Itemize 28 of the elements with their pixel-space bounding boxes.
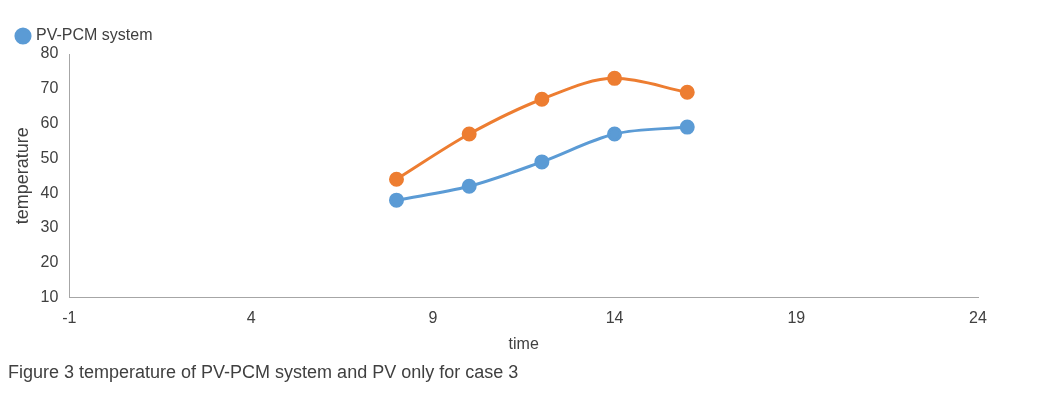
y-axis-title: temperature [11,127,32,225]
y-tick-label: 30 [40,218,59,236]
x-tick-label: 9 [428,308,438,326]
y-tick-label: 80 [40,44,59,62]
x-tick-label: 24 [969,308,987,326]
legend-label: PV-PCM system [36,26,153,44]
point [388,192,404,208]
point [461,178,477,194]
y-tick-label: 50 [40,148,59,166]
point [607,70,623,86]
x-tick-label: -1 [62,308,77,326]
x-tick-label: 14 [605,308,624,326]
x-tick-label: 4 [246,308,256,326]
caption: Figure 3 temperature of PV-PCM system and PV only for case 3 [8,362,520,383]
point [534,154,550,170]
x-tick-label: 19 [787,308,806,326]
point [461,126,477,142]
y-tick-label: 60 [40,114,59,132]
y-tick-label: 10 [40,288,59,306]
y-tick-label: 40 [40,183,59,201]
point [679,84,695,100]
y-tick-label: 20 [40,253,59,271]
point [607,126,623,142]
y-tick-label: 70 [40,79,59,97]
point [388,171,404,187]
point [534,91,550,107]
x-axis-title: time [508,334,539,352]
point [679,119,695,135]
